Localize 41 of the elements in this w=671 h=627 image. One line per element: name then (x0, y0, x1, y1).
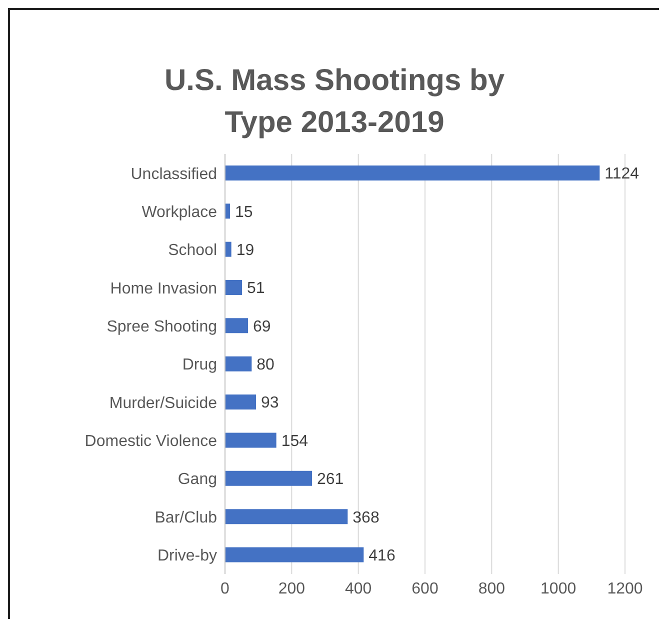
y-tick-label: Domestic Violence (84, 433, 218, 450)
y-tick-label: Unclassified (130, 166, 217, 183)
x-tick-label: 200 (278, 580, 306, 598)
data-label: 51 (247, 280, 265, 298)
x-tick-label: 1200 (607, 580, 643, 598)
data-label: 368 (352, 509, 380, 526)
bar (225, 470, 312, 486)
x-tick-label: 400 (344, 580, 372, 598)
bar (225, 318, 248, 334)
bar (225, 204, 230, 219)
y-tick-label: Drug (182, 356, 217, 374)
bar (225, 356, 252, 372)
data-label: 154 (281, 432, 308, 450)
data-label: 1124 (604, 166, 640, 183)
data-label: 15 (235, 204, 253, 221)
y-tick-label: Home Invasion (110, 280, 217, 298)
x-tick-label: 1000 (540, 580, 576, 598)
x-tick-label: 600 (412, 580, 438, 598)
y-tick-label: Spree Shooting (106, 318, 217, 336)
data-label: 80 (256, 356, 275, 374)
bar (225, 165, 600, 180)
bar (225, 547, 364, 562)
y-tick-label: Gang (178, 471, 217, 488)
y-tick-label: Murder/Suicide (109, 394, 218, 412)
data-label: 261 (317, 471, 344, 488)
data-label: 19 (236, 242, 254, 259)
bar (225, 509, 348, 524)
data-label: 69 (253, 318, 271, 336)
y-tick-label: Drive-by (157, 548, 217, 565)
data-label: 416 (368, 547, 396, 564)
y-tick-label: Workplace (142, 204, 218, 221)
bar (225, 432, 276, 448)
x-tick-label: 800 (478, 580, 506, 598)
y-tick-label: School (168, 242, 217, 260)
data-label: 93 (261, 394, 279, 412)
chart-title: U.S. Mass Shootings by Type 2013-2019 (163, 63, 506, 141)
x-tick-label: 0 (220, 580, 230, 598)
bar (225, 242, 232, 257)
bar (225, 280, 242, 295)
bar (225, 394, 256, 410)
y-tick-label: Bar/Club (154, 509, 218, 526)
